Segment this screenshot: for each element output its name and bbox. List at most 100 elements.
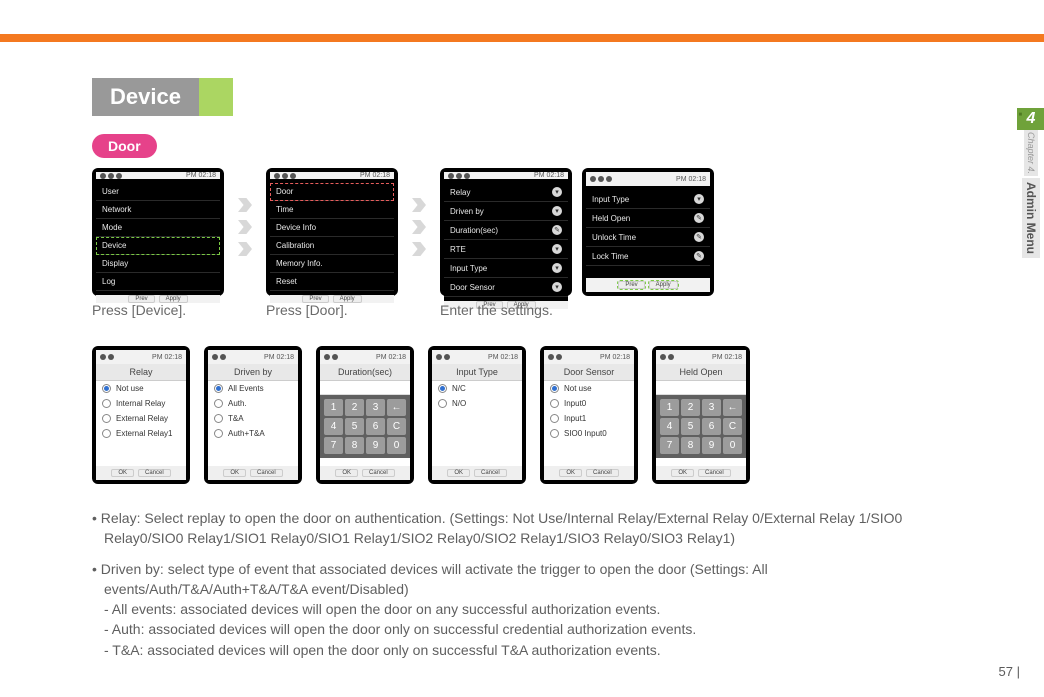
subsection-pill: Door [92,134,157,158]
popup-title: Held Open [656,364,746,381]
popup-title: Relay [96,364,186,381]
menu-item-highlighted: Device [96,237,220,255]
radio-option: Input0 [544,396,634,411]
radio-option: Not use [96,381,186,396]
radio-option: External Relay1 [96,426,186,441]
caption: Enter the settings. [440,302,714,318]
menu-item: Mode [96,219,220,237]
status-time: PM 02:18 [360,172,390,179]
keypad-key: ← [723,399,742,416]
sub-tna: - T&A: associated devices will open the … [104,640,952,660]
keypad-key: 8 [681,437,700,454]
keypad-key: 7 [324,437,343,454]
ok-button: OK [559,469,582,477]
menu-item: Memory Info. [270,255,394,273]
keypad-key: 1 [324,399,343,416]
keypad-key: 6 [366,418,385,435]
ok-button: OK [447,469,470,477]
status-time: PM 02:18 [186,172,216,179]
apply-button: Apply [649,281,678,289]
popup-title: Driven by [208,364,298,381]
page-number: 57 | [999,664,1020,679]
keypad-key: 3 [702,399,721,416]
menu-item: Time [270,201,394,219]
ok-button: OK [671,469,694,477]
nav-flow-row: PM 02:18 User Network Mode Device Displa… [92,168,952,318]
keypad-key: 7 [660,437,679,454]
cancel-button: Cancel [250,469,283,477]
popup-title: Input Type [432,364,522,381]
radio-option: All Events [208,381,298,396]
keypad-key: 4 [660,418,679,435]
setting-item: Lock Time✎ [586,247,710,266]
popup-door-sensor: PM 02:18 Door Sensor Not use Input0 Inpu… [540,346,638,484]
cancel-button: Cancel [474,469,507,477]
cancel-button: Cancel [138,469,171,477]
keypad-key: 0 [723,437,742,454]
keypad-key: 9 [702,437,721,454]
setting-item: RTE▾ [444,240,568,259]
radio-option: T&A [208,411,298,426]
sub-all-events: - All events: associated devices will op… [104,599,952,619]
screenshot-door-settings-a: PM 02:18 Relay▾ Driven by▾ Duration(sec)… [440,168,572,296]
popup-held-open: PM 02:18 Held Open 1 2 3 ← 4 5 6 C 7 8 9… [652,346,750,484]
screenshot-door-settings-b: PM 02:18 Input Type▾ Held Open✎ Unlock T… [582,168,714,296]
cancel-button: Cancel [698,469,731,477]
arrow-icon [238,168,252,256]
setting-item: Duration(sec)✎ [444,221,568,240]
ok-button: OK [335,469,358,477]
radio-option: Input1 [544,411,634,426]
keypad-key: 8 [345,437,364,454]
setting-item: Input Type▾ [586,190,710,209]
radio-option: Not use [544,381,634,396]
setting-item: Driven by▾ [444,202,568,221]
radio-option: N/C [432,381,522,396]
radio-option: SIO0 Input0 [544,426,634,441]
menu-item: Log [96,273,220,291]
popup-title: Duration(sec) [320,364,410,381]
radio-option: Auth+T&A [208,426,298,441]
menu-item: Device Info [270,219,394,237]
menu-item: Network [96,201,220,219]
keypad-key: 5 [681,418,700,435]
keypad-key: 3 [366,399,385,416]
menu-item: Display [96,255,220,273]
radio-option: External Relay [96,411,186,426]
menu-item: Reset [270,273,394,291]
sub-auth: - Auth: associated devices will open the… [104,619,952,639]
popup-input-type: PM 02:18 Input Type N/C N/O OKCancel [428,346,526,484]
setting-item: Relay▾ [444,183,568,202]
status-time: PM 02:18 [676,176,706,183]
popup-relay: PM 02:18 Relay Not use Internal Relay Ex… [92,346,190,484]
cancel-button: Cancel [586,469,619,477]
radio-option: Auth. [208,396,298,411]
radio-option: N/O [432,396,522,411]
keypad-key: 1 [660,399,679,416]
popup-driven-by: PM 02:18 Driven by All Events Auth. T&A … [204,346,302,484]
ok-button: OK [223,469,246,477]
cancel-button: Cancel [362,469,395,477]
bullet-driven-by: Driven by: select type of event that ass… [92,559,952,660]
ok-button: OK [111,469,134,477]
setting-item: Door Sensor▾ [444,278,568,297]
caption: Press [Door]. [266,302,398,318]
popup-row: PM 02:18 Relay Not use Internal Relay Ex… [92,346,952,484]
bullet-relay: Relay: Select replay to open the door on… [92,508,952,549]
radio-option: Internal Relay [96,396,186,411]
setting-item: Input Type▾ [444,259,568,278]
keypad-key: 4 [324,418,343,435]
keypad-key: 6 [702,418,721,435]
setting-item: Held Open✎ [586,209,710,228]
section-title: Device [92,78,199,116]
keypad-key: C [723,418,742,435]
popup-duration: PM 02:18 Duration(sec) 1 2 3 ← 4 5 6 C 7… [316,346,414,484]
description-list: Relay: Select replay to open the door on… [92,508,952,660]
keypad-key: 0 [387,437,406,454]
keypad-key: 2 [681,399,700,416]
screenshot-device-submenu: PM 02:18 Door Time Device Info Calibrati… [266,168,398,296]
status-time: PM 02:18 [534,172,564,179]
keypad-key: 5 [345,418,364,435]
keypad-key: 9 [366,437,385,454]
menu-item: Calibration [270,237,394,255]
keypad-key: 2 [345,399,364,416]
